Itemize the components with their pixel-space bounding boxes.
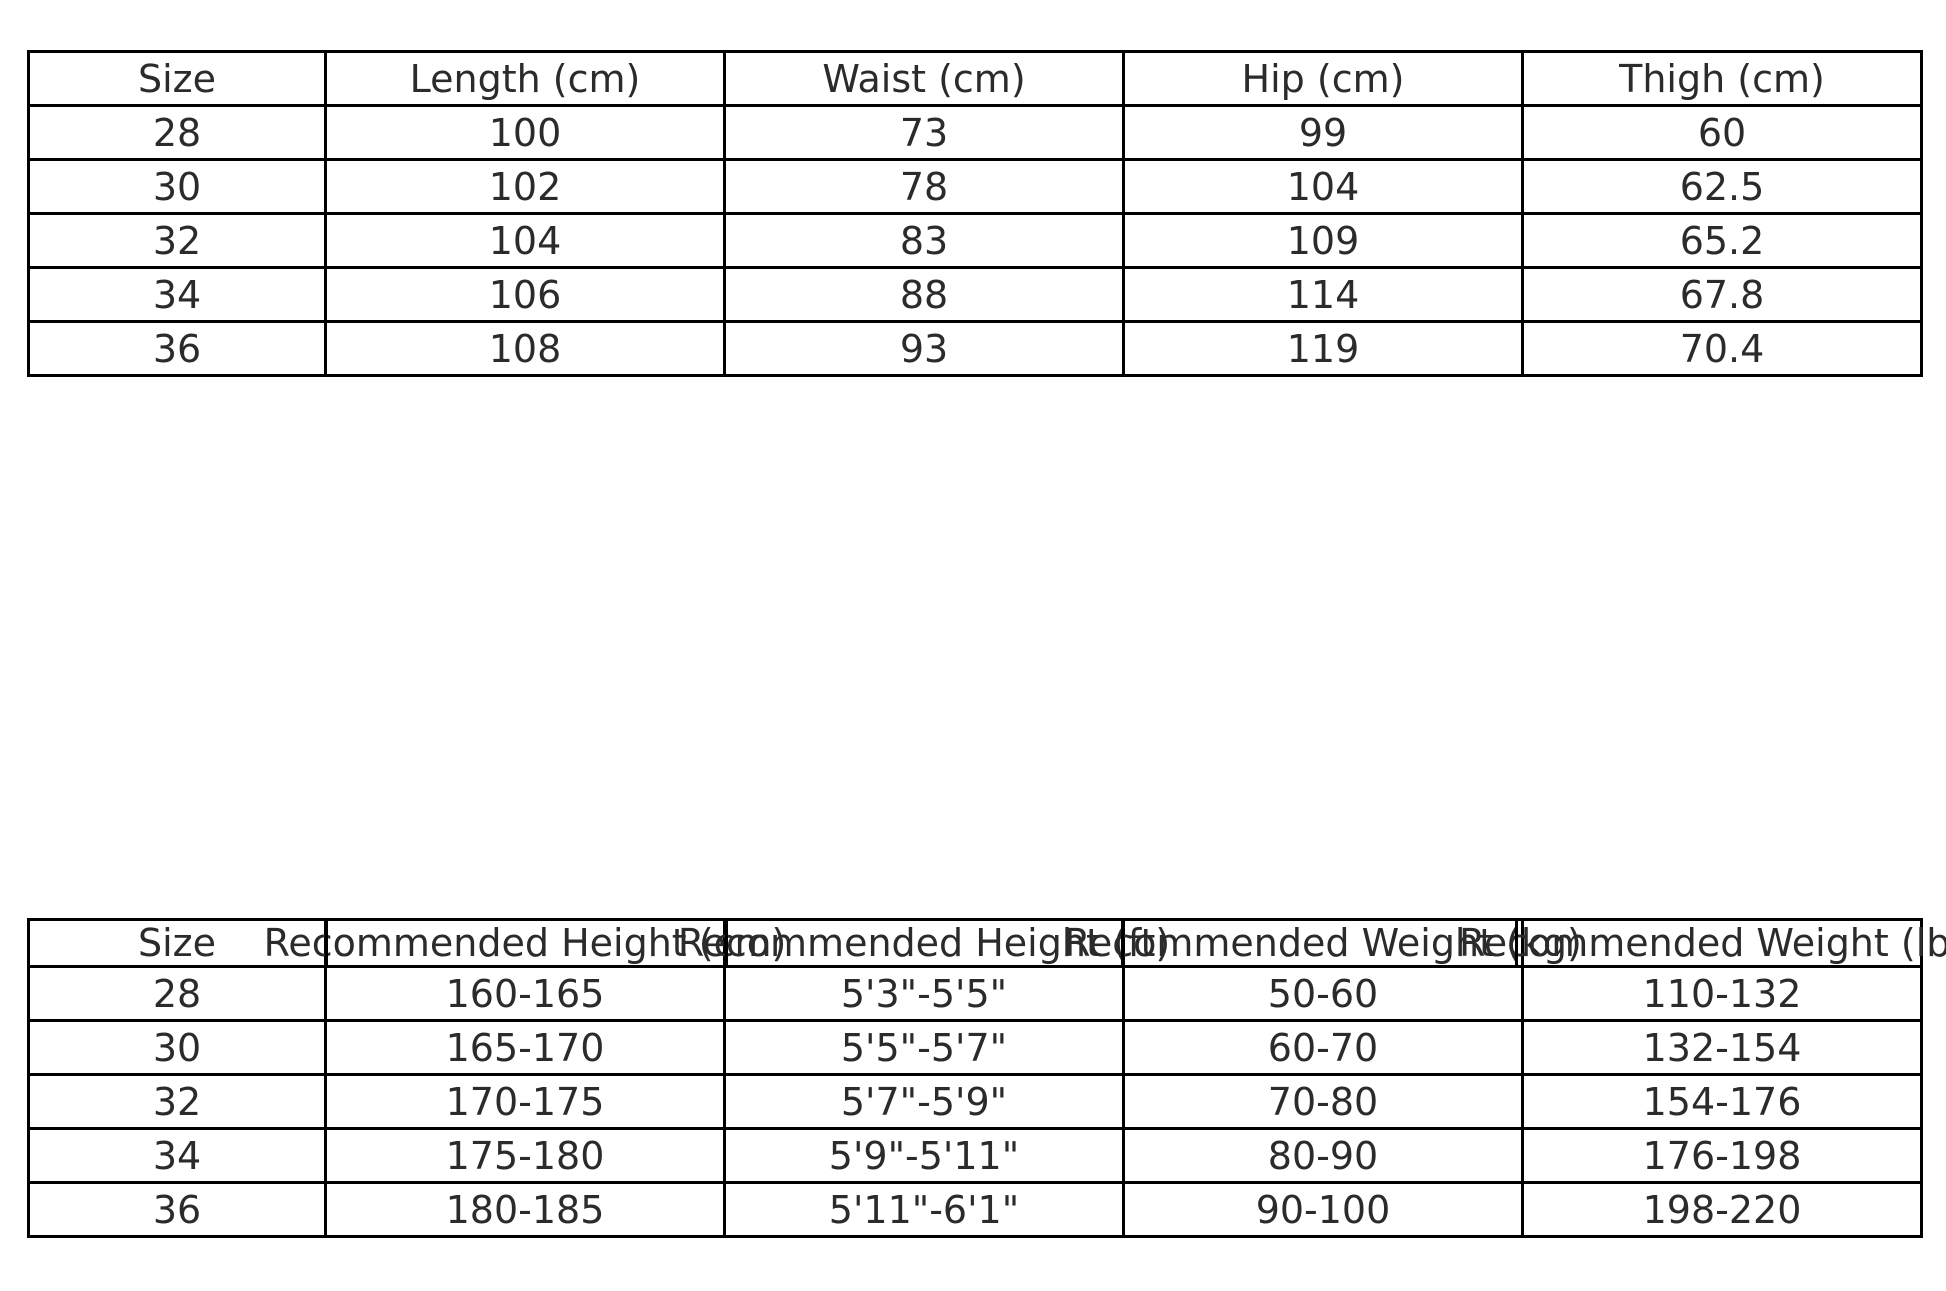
table-cell: 5'5"-5'7" xyxy=(723,1019,1125,1076)
table-cell: 5'7"-5'9" xyxy=(723,1073,1125,1130)
table-cell: 88 xyxy=(723,266,1125,323)
table-row: 32 170-175 5'7"-5'9" 70-80 154-176 xyxy=(27,1073,1923,1130)
table-cell: 30 xyxy=(27,158,327,215)
table-cell: 102 xyxy=(324,158,726,215)
table-cell: 165-170 xyxy=(324,1019,726,1076)
table-cell: 90-100 xyxy=(1122,1181,1524,1238)
table-cell: 34 xyxy=(27,266,327,323)
table-cell: 32 xyxy=(27,212,327,269)
column-header: Waist (cm) xyxy=(723,50,1125,107)
table-cell: 170-175 xyxy=(324,1073,726,1130)
column-header-label: Recommended Height (ft) xyxy=(677,921,1171,965)
table-cell: 114 xyxy=(1122,266,1524,323)
table-cell: 83 xyxy=(723,212,1125,269)
table-row: 28 160-165 5'3"-5'5" 50-60 110-132 xyxy=(27,965,1923,1022)
table-cell: 132-154 xyxy=(1521,1019,1923,1076)
table-cell: 119 xyxy=(1122,320,1524,377)
table-cell: 78 xyxy=(723,158,1125,215)
column-header: Recommended Height (cm) xyxy=(264,918,786,968)
header-grid-line xyxy=(325,918,328,968)
column-header: Recommended Height (ft) xyxy=(678,918,1170,968)
column-header-label: Length (cm) xyxy=(409,56,641,101)
table-cell: 30 xyxy=(27,1019,327,1076)
header-grid-line xyxy=(1515,918,1518,968)
column-header-label: Recommended Weight (kg) xyxy=(1064,921,1582,965)
table-cell: 70-80 xyxy=(1122,1073,1524,1130)
table-cell: 110-132 xyxy=(1521,965,1923,1022)
table-row: 36 108 93 119 70.4 xyxy=(27,320,1923,377)
table-cell: 160-165 xyxy=(324,965,726,1022)
table-cell: 67.8 xyxy=(1521,266,1923,323)
table-cell: 5'3"-5'5" xyxy=(723,965,1125,1022)
table-header-row: Size Recommended Height (cm) Recommended H… xyxy=(27,918,1946,968)
table-cell: 32 xyxy=(27,1073,327,1130)
table-cell: 34 xyxy=(27,1127,327,1184)
table-cell: 198-220 xyxy=(1521,1181,1923,1238)
table-cell: 100 xyxy=(324,104,726,161)
table-cell: 73 xyxy=(723,104,1125,161)
table-cell: 175-180 xyxy=(324,1127,726,1184)
column-header-label: Recommended Height (cm) xyxy=(263,921,787,965)
column-header: Size xyxy=(27,50,327,107)
column-header: Hip (cm) xyxy=(1122,50,1524,107)
table-cell: 65.2 xyxy=(1521,212,1923,269)
column-header: Length (cm) xyxy=(324,50,726,107)
table-cell: 104 xyxy=(324,212,726,269)
table-cell: 5'11"-6'1" xyxy=(723,1181,1125,1238)
table-cell: 93 xyxy=(723,320,1125,377)
table-cell: 104 xyxy=(1122,158,1524,215)
table-cell: 180-185 xyxy=(324,1181,726,1238)
table-row: 32 104 83 109 65.2 xyxy=(27,212,1923,269)
size-recommendations-table: Size Recommended Height (cm) Recommended H… xyxy=(27,918,1946,1238)
header-grid-line xyxy=(1121,918,1124,968)
table-cell: 176-198 xyxy=(1521,1127,1923,1184)
table-cell: 154-176 xyxy=(1521,1073,1923,1130)
table-row: 30 102 78 104 62.5 xyxy=(27,158,1923,215)
column-header-label: Thigh (cm) xyxy=(1619,56,1825,101)
table-header-row: Size Length (cm) Waist (cm) Hip (cm) Thigh (… xyxy=(27,50,1923,107)
table-cell: 50-60 xyxy=(1122,965,1524,1022)
table-row: 34 175-180 5'9"-5'11" 80-90 176-198 xyxy=(27,1127,1923,1184)
table-cell: 28 xyxy=(27,965,327,1022)
table-cell: 99 xyxy=(1122,104,1524,161)
column-header: Size xyxy=(27,918,327,968)
table-cell: 36 xyxy=(27,320,327,377)
table-cell: 60-70 xyxy=(1122,1019,1524,1076)
garment-measurements-table: Size Length (cm) Waist (cm) Hip (cm) Thigh (… xyxy=(27,50,1923,377)
column-header-label: Size xyxy=(137,921,217,965)
table-row: 28 100 73 99 60 xyxy=(27,104,1923,161)
table-cell: 109 xyxy=(1122,212,1524,269)
table-cell: 36 xyxy=(27,1181,327,1238)
table-cell: 70.4 xyxy=(1521,320,1923,377)
table-cell: 106 xyxy=(324,266,726,323)
column-header-label: Waist (cm) xyxy=(822,56,1026,101)
table-cell: 80-90 xyxy=(1122,1127,1524,1184)
table-cell: 108 xyxy=(324,320,726,377)
header-grid-line xyxy=(725,918,728,968)
column-header: Thigh (cm) xyxy=(1521,50,1923,107)
table-cell: 60 xyxy=(1521,104,1923,161)
column-header: Recommended Weight (kg) xyxy=(1064,918,1582,968)
column-header-label: Hip (cm) xyxy=(1241,56,1405,101)
table-row: 36 180-185 5'11"-6'1" 90-100 198-220 xyxy=(27,1181,1923,1238)
column-header-label: Recommended Weight (lbs) xyxy=(1458,921,1946,965)
table-cell: 62.5 xyxy=(1521,158,1923,215)
table-cell: 5'9"-5'11" xyxy=(723,1127,1125,1184)
table-row: 30 165-170 5'5"-5'7" 60-70 132-154 xyxy=(27,1019,1923,1076)
column-header: Recommended Weight (lbs) xyxy=(1459,918,1946,968)
table-cell: 28 xyxy=(27,104,327,161)
column-header-label: Size xyxy=(137,56,216,101)
table-row: 34 106 88 114 67.8 xyxy=(27,266,1923,323)
